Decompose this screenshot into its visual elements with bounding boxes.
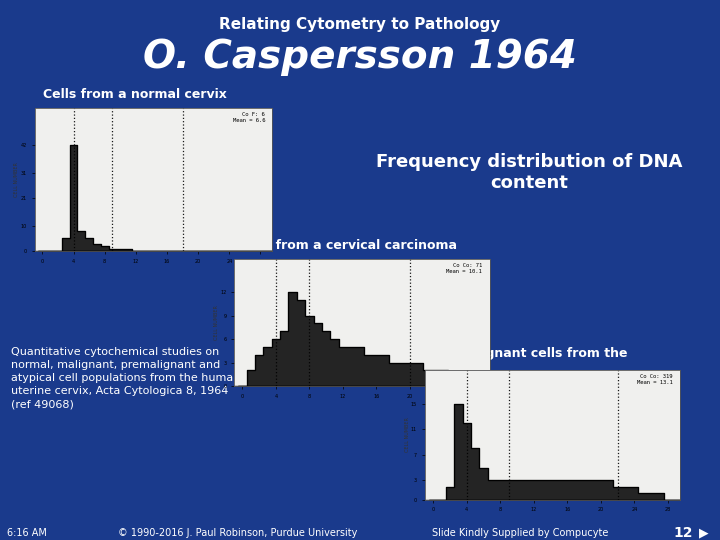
Text: Relating Cytometry to Pathology: Relating Cytometry to Pathology [220,17,500,32]
Text: Cells from a cervical carcinoma: Cells from a cervical carcinoma [238,239,456,252]
Y-axis label: CELL NUMBER: CELL NUMBER [14,162,19,197]
Text: Slide Kindly Supplied by Compucyte: Slide Kindly Supplied by Compucyte [432,528,608,538]
Text: O. Caspersson 1964: O. Caspersson 1964 [143,38,577,76]
Text: 12: 12 [673,526,693,540]
Y-axis label: CELL NUMBER: CELL NUMBER [405,417,410,452]
Text: Co F: 6
Mean = 6.6: Co F: 6 Mean = 6.6 [233,112,265,123]
Y-axis label: CELL NUMBER: CELL NUMBER [214,305,219,340]
Text: © 1990-2016 J. Paul Robinson, Purdue University: © 1990-2016 J. Paul Robinson, Purdue Uni… [118,528,357,538]
Text: Quantitative cytochemical studies on
normal, malignant, premalignant and
atypica: Quantitative cytochemical studies on nor… [11,347,240,409]
Text: Co Co: 319
Mean = 13.1: Co Co: 319 Mean = 13.1 [637,374,672,384]
Text: Co Co: 71
Mean = 10.1: Co Co: 71 Mean = 10.1 [446,263,482,274]
Text: ▶: ▶ [699,526,709,539]
Text: Frequency distribution of DNA
content: Frequency distribution of DNA content [376,153,683,192]
Text: Cells from a normal cervix: Cells from a normal cervix [43,88,227,101]
Text: 6:16 AM: 6:16 AM [7,528,47,538]
Text: Premalignant cells from the: Premalignant cells from the [432,347,628,360]
